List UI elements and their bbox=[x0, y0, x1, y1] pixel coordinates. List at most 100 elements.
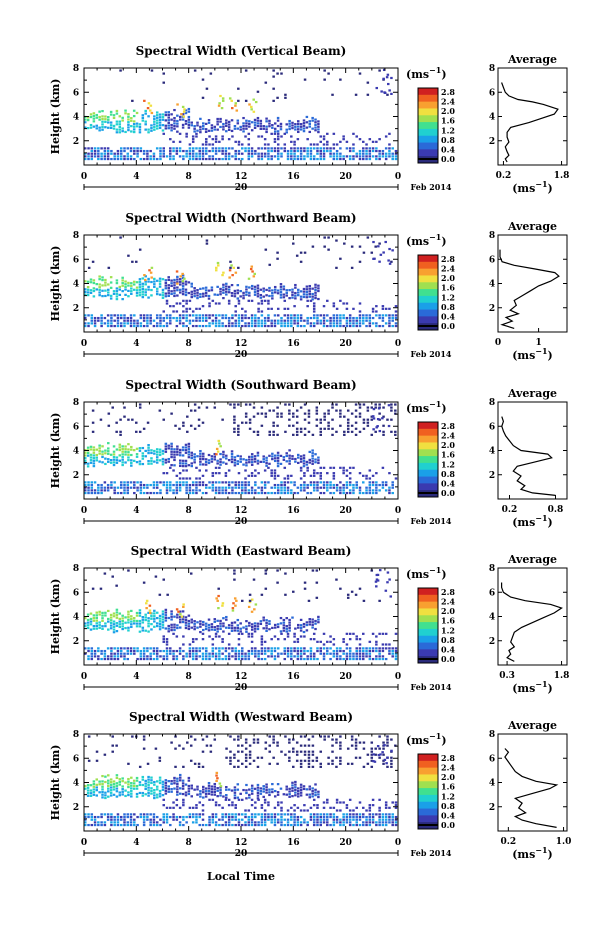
heatmap-cell bbox=[256, 797, 260, 800]
heatmap-cell bbox=[276, 638, 280, 641]
heatmap-cell bbox=[368, 647, 372, 650]
heatmap-cell bbox=[188, 486, 192, 489]
heatmap-cell bbox=[204, 458, 208, 461]
heatmap-cell bbox=[115, 279, 119, 282]
heatmap-cell bbox=[118, 115, 122, 118]
heatmap-cell bbox=[237, 324, 241, 328]
heatmap-cell bbox=[332, 322, 336, 325]
heatmap-cell bbox=[317, 120, 320, 123]
heatmap-cell bbox=[231, 147, 234, 150]
heatmap-cell bbox=[306, 466, 309, 469]
heatmap-cell bbox=[86, 280, 90, 283]
heatmap-cell bbox=[273, 806, 277, 809]
heatmap-cell bbox=[158, 614, 162, 617]
heatmap-cell bbox=[263, 322, 267, 325]
heatmap-cell bbox=[150, 111, 154, 115]
heatmap-cell bbox=[165, 491, 169, 495]
heatmap-cell bbox=[253, 288, 257, 291]
heatmap-cell bbox=[270, 655, 273, 658]
heatmap-cell bbox=[394, 305, 398, 308]
heatmap-cell bbox=[305, 623, 309, 627]
heatmap-cell bbox=[182, 324, 185, 328]
heatmap-cell bbox=[286, 152, 290, 155]
heatmap-cell bbox=[191, 149, 195, 153]
heatmap-cell bbox=[112, 785, 116, 788]
heatmap-cell bbox=[265, 456, 268, 459]
colorbar-swatch bbox=[418, 422, 438, 430]
heatmap-cell bbox=[205, 138, 208, 141]
heatmap-cell bbox=[329, 813, 332, 816]
heatmap-cell bbox=[146, 483, 149, 487]
heatmap-cell bbox=[241, 652, 244, 655]
heatmap-cell bbox=[90, 818, 94, 821]
heatmap-cell bbox=[103, 489, 107, 492]
heatmap-cell bbox=[162, 418, 165, 421]
heatmap-cell bbox=[241, 486, 244, 489]
heatmap-cell bbox=[130, 119, 133, 122]
heatmap-cell bbox=[109, 621, 113, 625]
heatmap-cell bbox=[352, 307, 355, 310]
heatmap-cell bbox=[368, 652, 372, 655]
heatmap-cell bbox=[181, 779, 185, 782]
heatmap-cell bbox=[84, 821, 87, 824]
heatmap-cell bbox=[296, 322, 300, 325]
heatmap-cell bbox=[267, 143, 270, 146]
heatmap-cell bbox=[307, 430, 311, 433]
heatmap-cell bbox=[371, 813, 375, 816]
heatmap-cell bbox=[188, 157, 192, 161]
heatmap-cell bbox=[390, 418, 393, 421]
heatmap-cell bbox=[362, 474, 365, 477]
heatmap-cell bbox=[342, 801, 345, 804]
heatmap-cell bbox=[205, 652, 208, 655]
heatmap-cell bbox=[165, 649, 169, 653]
heatmap-cell bbox=[329, 149, 332, 153]
heatmap-cell bbox=[172, 157, 175, 161]
heatmap-cell bbox=[113, 157, 116, 161]
heatmap-cell bbox=[368, 481, 372, 484]
heatmap-cell bbox=[87, 815, 90, 819]
heatmap-cell bbox=[286, 324, 290, 328]
avg-x-tick-label: 0 bbox=[495, 338, 501, 348]
heatmap-cell bbox=[202, 463, 205, 466]
x-tick-label: 16 bbox=[287, 339, 300, 349]
heatmap-cell bbox=[176, 294, 179, 297]
heatmap-cell bbox=[355, 652, 358, 655]
heatmap-cell bbox=[202, 796, 205, 799]
heatmap-cell bbox=[107, 121, 110, 124]
heatmap-cell bbox=[233, 421, 236, 424]
x-axis: 0 4 8 12 16 20 020 Feb 2014 bbox=[81, 235, 452, 360]
heatmap-cell bbox=[185, 469, 188, 472]
heatmap-cell bbox=[92, 446, 96, 449]
heatmap-cell bbox=[107, 620, 110, 623]
heatmap-cell bbox=[218, 491, 221, 495]
heatmap-cell bbox=[296, 821, 300, 824]
heatmap-cell bbox=[115, 461, 119, 464]
heatmap-cell bbox=[241, 483, 244, 487]
heatmap-cell bbox=[164, 792, 168, 795]
heatmap-cell bbox=[375, 310, 378, 313]
heatmap-cell bbox=[332, 474, 336, 477]
heatmap-cell bbox=[253, 293, 257, 296]
heatmap-cell bbox=[213, 628, 217, 631]
heatmap-cell bbox=[237, 632, 241, 635]
heatmap-cell bbox=[253, 627, 257, 630]
x-tick-label: 12 bbox=[235, 672, 248, 682]
heatmap-cell bbox=[100, 489, 103, 492]
heatmap-cell bbox=[236, 292, 240, 295]
heatmap-cell bbox=[290, 489, 293, 492]
heatmap-cell bbox=[260, 406, 264, 409]
heatmap-cell bbox=[202, 295, 205, 298]
heatmap-cell bbox=[164, 608, 168, 611]
heatmap-cell bbox=[394, 657, 398, 661]
heatmap-cell bbox=[375, 149, 378, 153]
heatmap-cell bbox=[257, 813, 260, 816]
heatmap-cell bbox=[247, 147, 251, 150]
heatmap-cell bbox=[327, 409, 330, 412]
heatmap-cell bbox=[185, 316, 188, 320]
heatmap-cell bbox=[133, 149, 136, 153]
heatmap-cell bbox=[103, 821, 107, 824]
heatmap-cell bbox=[375, 813, 378, 816]
heatmap-cell bbox=[285, 131, 288, 134]
heatmap-cell bbox=[322, 135, 326, 138]
heatmap-cell bbox=[201, 155, 205, 158]
